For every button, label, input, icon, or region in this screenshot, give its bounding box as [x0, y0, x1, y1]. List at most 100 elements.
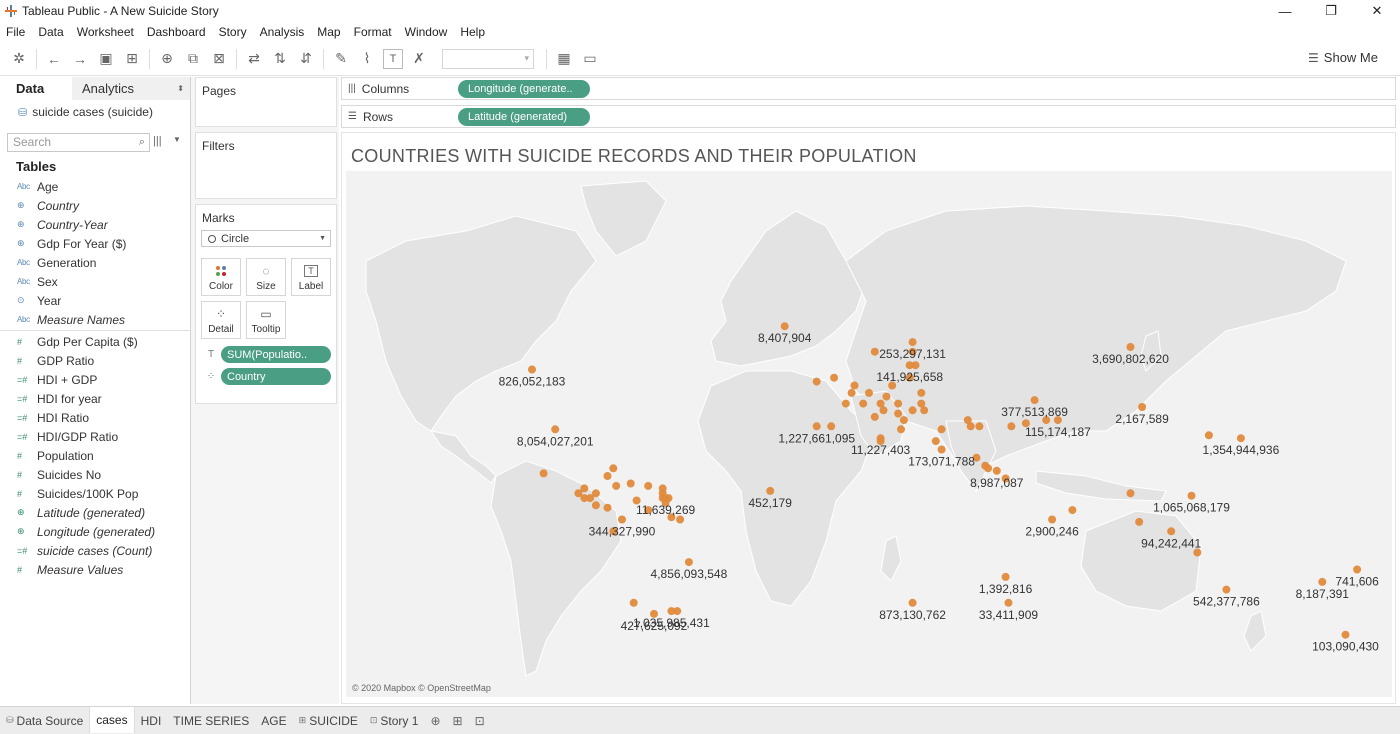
country-mark[interactable]	[917, 388, 926, 397]
country-mark[interactable]	[1353, 565, 1362, 574]
map-attribution[interactable]: © 2020 Mapbox © OpenStreetMap	[352, 683, 491, 693]
country-mark[interactable]	[847, 388, 856, 397]
country-mark[interactable]	[1021, 419, 1030, 428]
country-mark[interactable]	[591, 501, 600, 510]
country-mark[interactable]	[539, 469, 548, 478]
field-item[interactable]: =# HDI/GDP Ratio	[0, 427, 190, 446]
country-mark[interactable]	[1001, 474, 1010, 483]
country-mark[interactable]	[888, 381, 897, 390]
field-item[interactable]: # Gdp Per Capita ($)	[0, 332, 190, 351]
country-mark[interactable]	[1030, 396, 1039, 405]
country-mark[interactable]	[667, 607, 676, 616]
country-mark[interactable]	[644, 506, 653, 515]
country-mark[interactable]	[1007, 422, 1016, 431]
field-item[interactable]: # Population	[0, 446, 190, 465]
restore-button[interactable]: ❐	[1325, 3, 1337, 18]
country-mark[interactable]	[591, 489, 600, 498]
new-worksheet-tab-icon[interactable]: ⊕	[430, 713, 441, 728]
country-mark[interactable]	[972, 453, 981, 462]
country-mark[interactable]	[920, 406, 929, 415]
group-icon[interactable]: ⌇	[363, 50, 371, 66]
country-mark[interactable]	[908, 347, 917, 356]
tableau-home-icon[interactable]: ✲	[13, 50, 25, 66]
pages-card[interactable]: Pages	[195, 77, 337, 127]
country-mark[interactable]	[908, 598, 917, 607]
fit-dropdown[interactable]: ▾	[442, 48, 534, 69]
country-mark[interactable]	[975, 422, 984, 431]
redo-icon[interactable]: →	[73, 50, 87, 67]
country-mark[interactable]	[1068, 506, 1077, 515]
country-mark[interactable]	[632, 496, 641, 505]
country-mark[interactable]	[850, 381, 859, 390]
field-item[interactable]: =# HDI Ratio	[0, 408, 190, 427]
show-mark-labels-icon[interactable]: T	[383, 48, 403, 69]
color-button[interactable]: Color	[201, 258, 241, 296]
presentation-mode-icon[interactable]: ▭	[583, 50, 597, 66]
clear-sheet-icon[interactable]: ⊠	[213, 50, 225, 66]
country-mark[interactable]	[894, 409, 903, 418]
country-mark[interactable]	[899, 416, 908, 425]
country-mark[interactable]	[609, 527, 618, 536]
menu-data[interactable]: Data	[38, 25, 64, 39]
tab-cases[interactable]: cases	[89, 706, 135, 733]
country-mark[interactable]	[1167, 527, 1176, 536]
country-mark[interactable]	[580, 484, 589, 493]
field-item[interactable]: # Suicides No	[0, 465, 190, 484]
country-mark[interactable]	[894, 399, 903, 408]
tab-analytics[interactable]: Analytics ⬍	[72, 77, 190, 100]
country-mark[interactable]	[984, 464, 993, 473]
sheet-title[interactable]: COUNTRIES WITH SUICIDE RECORDS AND THEIR…	[351, 146, 917, 166]
datasource-item[interactable]: ⛁ suicide cases (suicide)	[0, 100, 190, 124]
tooltip-button[interactable]: ▭ Tooltip	[246, 301, 286, 339]
country-mark[interactable]	[917, 399, 926, 408]
country-mark[interactable]	[1187, 491, 1196, 500]
menu-story[interactable]: Story	[218, 25, 247, 39]
country-mark[interactable]	[812, 422, 821, 431]
country-mark[interactable]	[963, 416, 972, 425]
highlight-icon[interactable]: ✎	[335, 50, 347, 66]
country-mark[interactable]	[992, 466, 1001, 475]
field-item[interactable]: # Suicides/100K Pop	[0, 484, 190, 503]
columns-pill[interactable]: Longitude (generate..	[458, 79, 590, 98]
show-cards-icon[interactable]: ▦	[557, 50, 571, 66]
country-mark[interactable]	[1236, 434, 1245, 443]
country-mark[interactable]	[905, 361, 914, 370]
field-item[interactable]: ⊙ Year	[0, 291, 190, 310]
country-mark[interactable]	[580, 494, 589, 503]
tab-hdi[interactable]: HDI	[140, 713, 162, 728]
field-item[interactable]: Abc Measure Names	[0, 310, 190, 329]
mark-type-dropdown[interactable]: Circle ▼	[201, 230, 331, 247]
country-mark[interactable]	[966, 422, 975, 431]
country-mark[interactable]	[879, 406, 888, 415]
label-pill[interactable]: SUM(Populatio..	[221, 346, 331, 363]
country-mark[interactable]	[1042, 416, 1051, 425]
country-mark[interactable]	[780, 322, 789, 331]
country-mark[interactable]	[603, 503, 612, 512]
country-mark[interactable]	[931, 437, 940, 446]
field-item[interactable]: Abc Generation	[0, 253, 190, 272]
tab-time-series[interactable]: TIME SERIES	[173, 713, 250, 728]
field-item[interactable]: ⊕ Latitude (generated)	[0, 503, 190, 522]
country-mark[interactable]	[1048, 515, 1057, 524]
detail-button[interactable]: ⁘ Detail	[201, 301, 241, 339]
new-worksheet-icon[interactable]: ⊕	[161, 50, 173, 66]
country-mark[interactable]	[676, 515, 685, 524]
country-mark[interactable]	[528, 365, 536, 374]
detail-pill[interactable]: Country	[221, 368, 331, 385]
country-mark[interactable]	[1222, 585, 1231, 594]
rows-shelf[interactable]: ☰ Rows Latitude (generated)	[341, 105, 1396, 128]
world-map[interactable]: 826,052,183 8,407,904 253,297,131 141,925,6…	[346, 171, 1392, 697]
country-mark[interactable]	[897, 425, 905, 434]
close-button[interactable]: ✕	[1371, 3, 1383, 18]
country-mark[interactable]	[1138, 403, 1147, 411]
menu-file[interactable]: File	[6, 25, 26, 39]
field-item[interactable]: ⊕ Longitude (generated)	[0, 522, 190, 541]
field-item[interactable]: # GDP Ratio	[0, 351, 190, 370]
tab-suicide[interactable]: ⊞ SUICIDE	[293, 707, 364, 734]
country-mark[interactable]	[618, 515, 626, 524]
show-me-button[interactable]: ☰ Show Me	[1308, 50, 1378, 65]
tab-data-source[interactable]: ⛁ Data Source	[0, 707, 89, 734]
country-mark[interactable]	[551, 425, 560, 434]
country-mark[interactable]	[882, 392, 891, 401]
country-mark[interactable]	[766, 486, 775, 495]
